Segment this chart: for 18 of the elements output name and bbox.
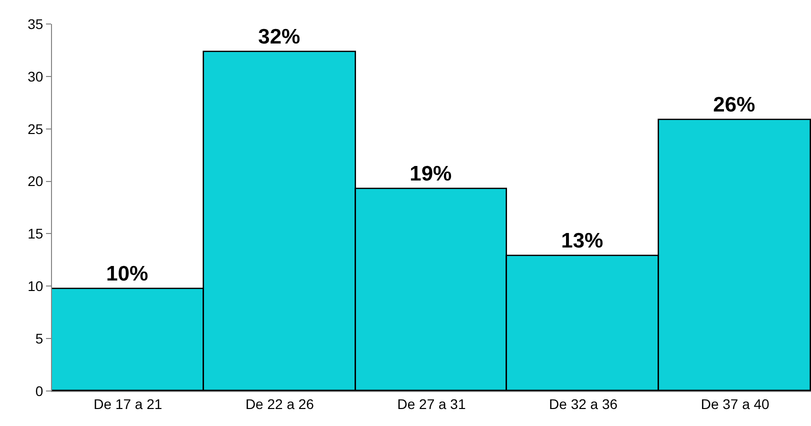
x-tick-label: De 27 a 31 xyxy=(397,396,466,412)
y-tick-label: 15 xyxy=(28,226,44,242)
x-tick-label: De 17 a 21 xyxy=(94,396,162,412)
data-label: 13% xyxy=(561,229,604,252)
x-tick-label: De 32 a 36 xyxy=(549,396,618,412)
y-tick-label: 30 xyxy=(28,68,44,84)
data-label: 19% xyxy=(410,162,452,186)
x-tick-label: De 22 a 26 xyxy=(245,396,314,412)
x-tick-label: De 37 a 40 xyxy=(700,396,770,412)
y-tick-label: 0 xyxy=(35,382,44,399)
y-tick-label: 10 xyxy=(28,278,44,294)
data-label: 26% xyxy=(713,93,756,116)
y-tick-label: 25 xyxy=(28,120,44,137)
y-tick-label: 20 xyxy=(28,173,44,190)
data-label: 32% xyxy=(258,25,301,48)
y-tick-label: 35 xyxy=(28,16,44,32)
data-label: 10% xyxy=(106,262,149,286)
y-tick-label: 5 xyxy=(35,330,44,346)
